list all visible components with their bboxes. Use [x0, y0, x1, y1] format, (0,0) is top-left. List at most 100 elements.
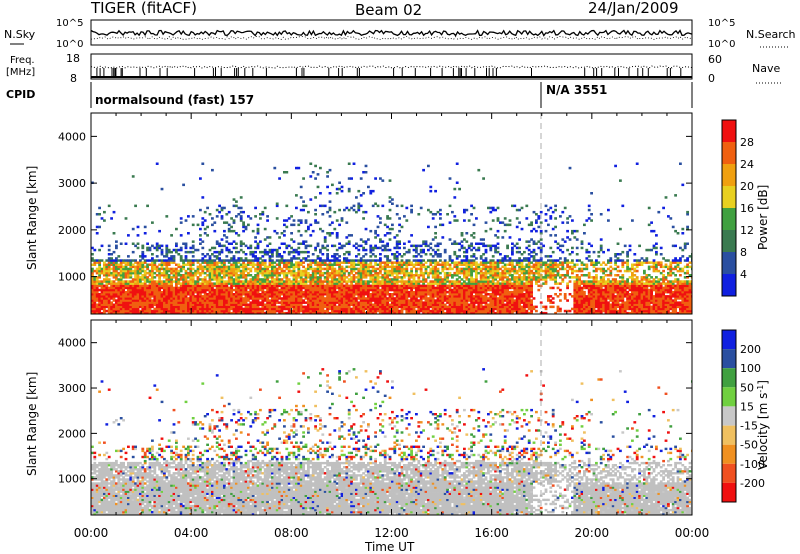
heatmap-cell: [484, 303, 488, 306]
heatmap-cell: [400, 204, 404, 208]
heatmap-cell: [386, 274, 389, 277]
heatmap-cell: [268, 265, 272, 269]
heatmap-cell: [503, 299, 507, 302]
heatmap-cell: [388, 265, 392, 269]
heatmap-cell: [503, 309, 507, 313]
heatmap-cell: [479, 305, 483, 309]
heatmap-cell: [383, 248, 387, 252]
heatmap-cell: [295, 301, 298, 304]
heatmap-cell: [307, 271, 310, 275]
heatmap-cell: [494, 271, 497, 275]
freq-marker: [338, 68, 340, 76]
heatmap-cell: [419, 269, 423, 273]
heatmap-cell: [374, 297, 377, 300]
heatmap-cell: [443, 307, 447, 311]
heatmap-cell: [415, 284, 418, 288]
heatmap-cell: [206, 299, 209, 302]
heatmap-cell: [503, 276, 507, 279]
heatmap-cell: [242, 265, 245, 269]
heatmap-cell: [244, 282, 248, 285]
heatmap-cell: [311, 290, 315, 294]
heatmap-cell: [470, 261, 473, 264]
heatmap-cell: [230, 263, 233, 266]
heatmap-cell: [412, 280, 416, 283]
heatmap-cell: [477, 280, 481, 283]
heatmap-cell: [307, 305, 310, 309]
heatmap-cell: [395, 240, 399, 243]
heatmap-cell: [494, 297, 497, 300]
heatmap-cell: [141, 246, 145, 250]
heatmap-cell: [405, 295, 409, 298]
heatmap-cell: [285, 246, 289, 250]
heatmap-cell: [211, 223, 214, 227]
heatmap-cell: [455, 274, 459, 277]
heatmap-cell: [155, 299, 159, 302]
heatmap-cell: [328, 301, 332, 304]
freq-marker: [328, 68, 330, 76]
heatmap-cell: [143, 301, 147, 304]
heatmap-cell: [155, 265, 159, 269]
heatmap-cell: [151, 261, 154, 264]
heatmap-cell: [232, 204, 236, 208]
heatmap-cell: [376, 263, 380, 266]
heatmap-cell: [472, 263, 476, 266]
heatmap-cell: [117, 265, 121, 269]
heatmap-cell: [501, 221, 505, 224]
heatmap-cell: [275, 288, 279, 292]
heatmap-cell: [194, 303, 197, 306]
freq-marker: [234, 68, 236, 76]
freq-marker: [401, 68, 403, 76]
heatmap-cell: [242, 301, 245, 304]
heatmap-cell: [182, 278, 185, 281]
heatmap-cell: [165, 293, 169, 296]
heatmap-cell: [232, 295, 236, 298]
heatmap-cell: [211, 267, 214, 271]
heatmap-cell: [503, 286, 507, 290]
heatmap-cell: [167, 305, 171, 309]
heatmap-cell: [319, 290, 322, 294]
heatmap-cell: [398, 265, 401, 269]
heatmap-cell: [163, 309, 166, 313]
heatmap-cell: [479, 267, 483, 271]
heatmap-cell: [107, 204, 111, 208]
heatmap-cell: [292, 307, 296, 311]
heatmap-cell: [167, 274, 171, 277]
heatmap-cell: [352, 263, 356, 266]
heatmap-cell: [225, 284, 229, 288]
heatmap-cell: [232, 221, 236, 224]
heatmap-cell: [292, 303, 296, 306]
heatmap-cell: [314, 177, 317, 180]
heatmap-cell: [403, 284, 406, 288]
heatmap-cell: [237, 261, 241, 264]
heatmap-cell: [292, 301, 296, 304]
heatmap-cell: [369, 286, 373, 290]
heatmap-cell: [410, 284, 413, 288]
heatmap-cell: [400, 299, 404, 302]
heatmap-cell: [218, 299, 221, 302]
heatmap-cell: [328, 299, 332, 302]
heatmap-cell: [194, 301, 197, 304]
heatmap-cell: [151, 299, 154, 302]
heatmap-cell: [122, 303, 125, 306]
heatmap-cell: [335, 187, 339, 191]
heatmap-cell: [419, 255, 423, 258]
heatmap-cell: [155, 293, 159, 296]
heatmap-cell: [379, 221, 382, 224]
heatmap-cell: [345, 250, 349, 254]
heatmap-cell: [266, 271, 269, 275]
heatmap-cell: [460, 267, 464, 271]
heatmap-cell: [187, 282, 190, 285]
heatmap-cell: [371, 269, 375, 273]
heatmap-cell: [167, 293, 171, 296]
heatmap-cell: [359, 278, 363, 281]
heatmap-cell: [489, 309, 493, 313]
heatmap-cell: [357, 276, 361, 279]
heatmap-cell: [148, 297, 152, 300]
heatmap-cell: [295, 295, 298, 298]
heatmap-cell: [350, 206, 353, 210]
heatmap-cell: [333, 269, 337, 273]
heatmap-cell: [499, 259, 502, 262]
heatmap-cell: [220, 261, 224, 264]
heatmap-cell: [321, 244, 325, 248]
heatmap-cell: [487, 282, 490, 285]
